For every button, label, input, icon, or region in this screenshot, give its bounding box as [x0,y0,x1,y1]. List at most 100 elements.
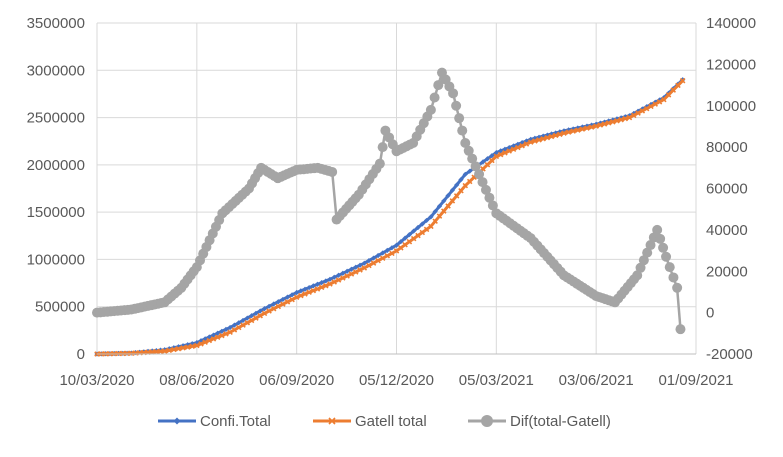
data-point [231,327,238,333]
data-point [366,262,372,269]
data-point [462,171,468,177]
data-point [441,198,447,204]
data-point [202,339,208,345]
data-point [462,182,469,189]
data-point [184,344,191,350]
data-point [561,130,567,136]
legend-item: Confi.Total [158,413,271,430]
data-point [248,317,255,324]
data-point [484,161,491,168]
data-point [429,92,440,103]
y-left-tick-label: 3000000 [27,62,85,79]
data-point [463,145,474,156]
data-point [289,292,295,298]
data-point [149,349,155,355]
data-point [327,281,333,287]
x-tick-label: 05/03/2021 [459,372,534,389]
y-right-tick-label: -20000 [706,346,753,363]
data-point [474,169,485,180]
data-point [497,151,504,158]
data-point [523,141,530,147]
data-point [398,245,404,251]
data-point [375,252,381,259]
data-point [454,182,460,188]
data-point [370,255,377,261]
data-point [402,242,408,248]
data-point [314,286,321,292]
data-point [419,229,426,236]
data-point [557,131,563,138]
data-point [306,289,312,296]
data-point [489,153,495,159]
data-point [548,133,555,140]
data-point [502,150,508,156]
data-point [348,266,355,272]
data-point [425,104,436,115]
data-point [302,291,308,297]
data-point [449,187,455,193]
data-point [384,253,391,259]
data-point [275,303,282,310]
data-point [370,260,377,266]
y-right-tick-label: 100000 [706,98,756,115]
data-point [570,128,576,134]
data-point [353,264,359,270]
data-point [198,341,204,347]
data-point [510,146,517,153]
data-point [231,322,238,328]
data-point [157,348,164,355]
data-point [244,320,251,326]
data-point [643,105,650,112]
data-point [467,168,473,174]
series-gatell-total [94,77,686,357]
data-point [294,289,300,296]
data-point [310,287,317,294]
data-point [402,235,408,241]
data-point [622,115,629,122]
data-point [658,242,669,253]
data-point [610,119,616,125]
data-point [540,136,546,142]
data-point [480,159,486,165]
data-point [206,337,213,344]
data-point [340,270,346,276]
data-point [275,299,281,305]
data-point [457,125,468,136]
y-left-tick-label: 1000000 [27,251,85,268]
x-tick-label: 05/12/2020 [359,372,434,389]
data-point [453,193,460,199]
x-tick-label: 01/09/2021 [658,372,733,389]
data-point [458,187,464,194]
data-point [120,350,126,357]
data-point [180,345,186,351]
data-point [171,346,177,353]
data-point [344,268,350,274]
data-point [428,223,434,230]
data-point [645,240,656,251]
legend-item: Dif(total-Gatell) [468,413,611,430]
data-point [648,103,654,110]
data-point [601,121,608,127]
data-point [235,324,242,331]
legend-marker [328,417,336,425]
data-point [445,192,451,199]
y-left-tick-label: 500000 [35,299,85,316]
data-point [428,214,434,220]
data-point [451,100,462,111]
data-point [319,279,325,286]
data-point [487,200,498,211]
data-point [393,248,400,254]
data-point [298,288,304,294]
data-point [470,161,481,172]
data-point [423,226,430,233]
data-point [448,88,459,99]
data-point [519,142,525,149]
data-point [306,284,312,291]
x-tick-label: 08/06/2020 [159,372,234,389]
data-point [344,273,350,279]
data-point [618,116,624,123]
data-point [436,213,443,219]
data-point [348,271,355,277]
data-point [298,292,304,299]
data-point [484,192,495,203]
